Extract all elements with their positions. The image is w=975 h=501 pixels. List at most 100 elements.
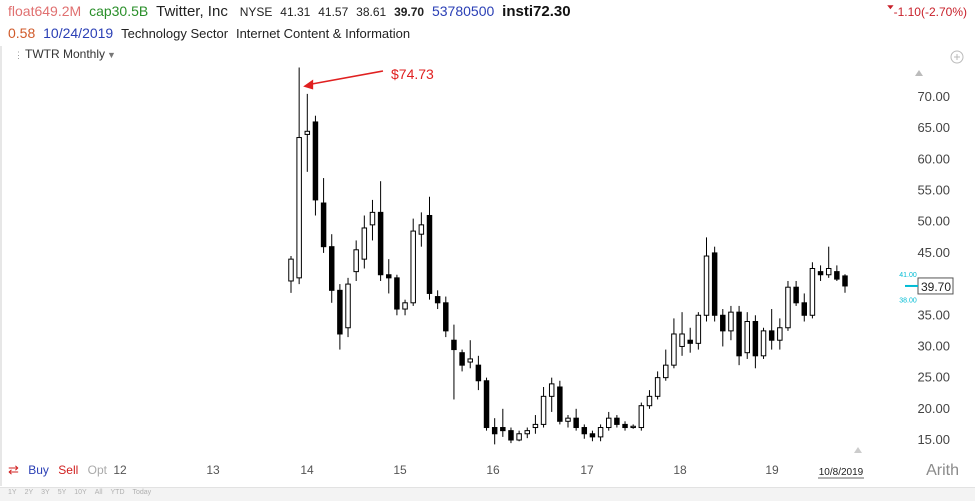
candle [752,315,759,369]
x-tick-label: 14 [300,463,314,477]
scale-mode-toggle[interactable]: Arith [926,462,959,479]
candle-body [443,302,449,332]
x-tick-label: 13 [206,463,220,477]
candle [630,424,636,429]
trade-buttons: ⇄ Buy Sell Opt [8,462,113,478]
institutional-value: insti72.30 [502,3,571,20]
range-shortcut[interactable]: 10Y [74,489,87,496]
candle [736,305,742,366]
candle-body [744,321,750,354]
y-tick-label: 60.00 [917,151,950,166]
low-price: 38.61 [356,5,387,19]
high-marker-label: 41.00 [899,272,917,279]
candle-body [320,202,327,248]
range-shortcut[interactable]: All [94,489,103,496]
candle-body [491,427,498,435]
candle [508,427,514,444]
volume-value: 53780500 [431,3,495,19]
candle [524,427,531,439]
annotation-label: $74.73 [391,66,434,82]
candle [646,390,653,409]
low-marker-label: 38.00 [899,298,917,305]
company-name[interactable]: Twitter, Inc [156,3,228,20]
annotation-arrowhead [303,79,314,90]
candle-body [337,289,343,335]
candle [320,178,327,253]
candle-body [459,352,465,366]
candle [312,115,319,216]
candle-body [842,275,848,287]
candle [703,237,710,322]
quote-date: 10/24/2019 [43,25,114,41]
ticker-period-label: TWTR Monthly [25,47,106,61]
candle [483,377,490,431]
range-shortcut[interactable]: 5Y [57,489,67,496]
range-shortcut[interactable]: YTD [110,489,125,496]
candle-body [557,386,563,422]
add-study-icon[interactable] [950,50,964,64]
candle-body [345,283,351,329]
candle [361,215,368,269]
quote-row-2: 0.58 10/24/2019 Technology Sector Intern… [8,25,414,43]
swap-icon[interactable]: ⇄ [8,462,19,477]
candle-body [801,302,808,316]
range-shortcut[interactable]: 1Y [8,489,17,496]
last-date-label: 10/8/2019 [819,467,864,478]
high-price: 41.57 [318,5,349,19]
candle [402,299,408,316]
candle [548,377,555,412]
y-tick-label: 65.00 [917,120,950,135]
chart-period-selector[interactable]: ⋮ TWTR Monthly ▼ [14,47,116,61]
candle [663,349,669,381]
x-tick-label: 17 [580,463,594,477]
candle-body [728,311,734,332]
y-tick-label: 30.00 [917,338,950,353]
range-shortcut[interactable]: 2Y [24,489,34,496]
candle [516,430,522,442]
candle-body [777,327,783,341]
candle [304,93,311,172]
candle-body [500,427,506,432]
candle [459,349,465,372]
candle-body [361,227,368,260]
sector-label[interactable]: Technology Sector [121,26,229,41]
candle-body [532,423,539,429]
candle [589,430,596,442]
timeline-scrollbar[interactable]: 1Y 2Y 3Y 5Y 10Y All YTD Today [0,487,975,501]
candle-body [671,333,677,366]
market-cap-value: cap30.5B [89,3,149,19]
buy-button[interactable]: Buy [28,463,49,477]
range-shortcuts: 1Y 2Y 3Y 5Y 10Y All YTD Today [8,489,159,496]
candle-body [386,274,392,279]
candle [671,318,677,369]
candle [337,284,343,350]
range-shortcut[interactable]: Today [132,489,152,496]
candle-body [605,417,612,429]
candle-body [581,427,588,435]
candle [760,327,767,359]
candle-body [508,430,514,441]
scroll-up-icon[interactable] [915,70,923,76]
sell-button[interactable]: Sell [58,463,79,477]
candle-body [736,311,742,357]
options-button[interactable]: Opt [87,463,107,477]
industry-label[interactable]: Internet Content & Information [235,26,411,41]
candle [532,415,539,434]
candle-body [760,330,767,357]
candle [597,424,604,442]
candle-body [679,333,685,347]
candle [654,371,661,400]
candle-body [752,321,759,357]
y-tick-label: 55.00 [917,183,950,198]
range-shortcut[interactable]: 3Y [41,489,50,496]
candle [491,418,498,445]
candle-body [328,246,335,291]
candle-body [475,364,482,382]
y-tick-label: 20.00 [917,401,950,416]
candle [842,274,848,293]
candle [475,355,482,391]
candle-body [418,224,425,235]
scroll-indicator-icon[interactable] [854,447,862,453]
candle [817,265,824,281]
